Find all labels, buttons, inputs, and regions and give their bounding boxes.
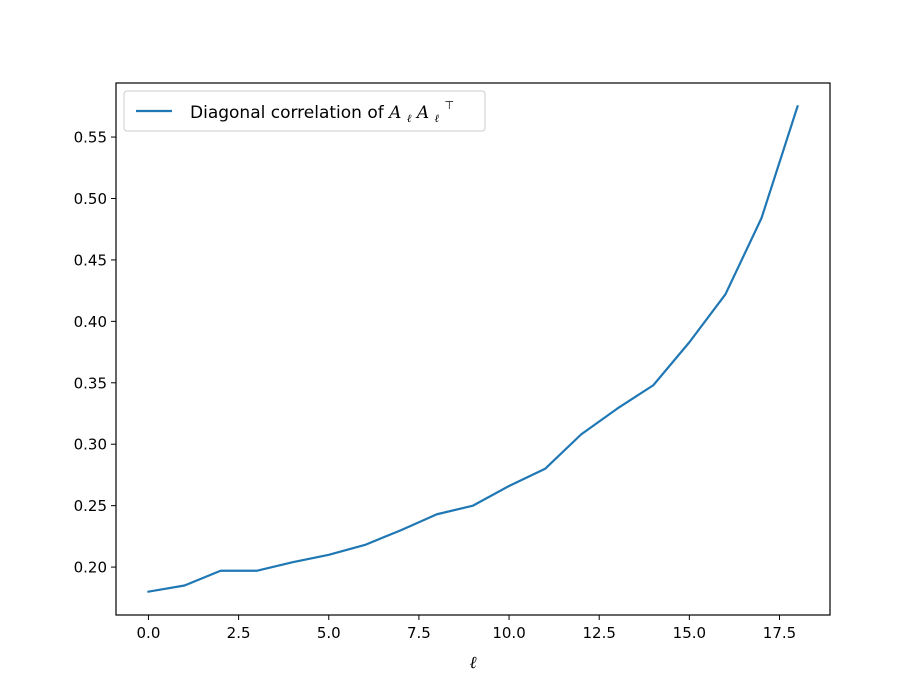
x-tick-label: 5.0 xyxy=(317,624,341,642)
y-tick-label: 0.25 xyxy=(74,497,107,515)
x-tick-label: 15.0 xyxy=(673,624,706,642)
legend-box xyxy=(123,90,486,132)
legend-math-sup: ⊤ xyxy=(445,99,455,112)
legend: Diagonal correlation of A ℓ A ℓ ⊤ xyxy=(123,90,486,132)
x-tick-label: 2.5 xyxy=(227,624,251,642)
x-tick-label: 12.5 xyxy=(583,624,616,642)
y-tick-label: 0.50 xyxy=(74,190,107,208)
x-axis: 0.0 2.5 5.0 7.5 10.0 12.5 15.0 17.5 xyxy=(137,615,796,642)
y-tick-label: 0.35 xyxy=(74,374,107,392)
series-line xyxy=(147,104,799,593)
y-axis: 0.20 0.25 0.30 0.35 0.40 0.45 0.50 0.55 xyxy=(74,129,116,577)
x-tick-label: 7.5 xyxy=(407,624,431,642)
y-tick-label: 0.45 xyxy=(74,251,107,269)
plot-frame xyxy=(115,82,831,616)
legend-label: Diagonal correlation of xyxy=(190,103,389,123)
x-tick-label: 10.0 xyxy=(492,624,525,642)
y-tick-label: 0.30 xyxy=(74,436,107,454)
x-tick-label: 17.5 xyxy=(763,624,796,642)
legend-math-a2: A xyxy=(415,103,429,123)
y-tick-label: 0.40 xyxy=(74,313,107,331)
legend-math-a1: A xyxy=(387,103,401,123)
legend-math-s2: ℓ xyxy=(435,112,440,125)
y-tick-label: 0.20 xyxy=(74,559,107,577)
x-axis-label: ℓ xyxy=(469,653,476,673)
legend-entry: Diagonal correlation of A ℓ A ℓ ⊤ xyxy=(190,99,454,127)
y-tick-label: 0.55 xyxy=(74,129,107,147)
legend-math-s1: ℓ xyxy=(407,112,412,125)
series-layer xyxy=(147,104,799,593)
x-tick-label: 0.0 xyxy=(137,624,161,642)
plot-area xyxy=(116,83,830,615)
